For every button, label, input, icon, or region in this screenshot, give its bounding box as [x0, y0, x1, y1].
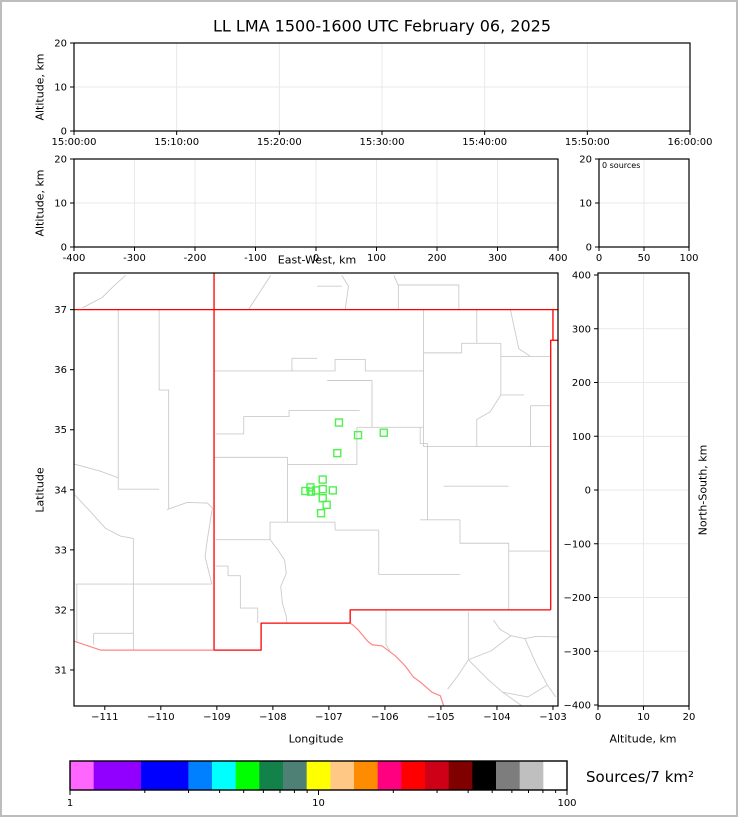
svg-text:32: 32 — [54, 605, 67, 616]
svg-text:10: 10 — [579, 199, 592, 210]
svg-text:36: 36 — [54, 365, 67, 376]
ns-height-xlabel: Altitude, km — [609, 732, 677, 746]
svg-text:−107: −107 — [315, 712, 342, 723]
svg-text:31: 31 — [54, 665, 67, 676]
svg-text:0: 0 — [596, 253, 602, 264]
svg-text:−300: −300 — [564, 647, 591, 658]
panel-alt-histogram: 0 50 100 0 10 20 — [579, 155, 698, 265]
map-county-lines — [74, 275, 558, 706]
svg-text:100: 100 — [557, 798, 576, 809]
svg-text:15:50:00: 15:50:00 — [565, 137, 610, 148]
svg-text:15:20:00: 15:20:00 — [257, 137, 302, 148]
svg-text:400: 400 — [572, 271, 591, 282]
svg-text:100: 100 — [367, 253, 386, 264]
svg-text:20: 20 — [54, 39, 67, 50]
svg-text:15:10:00: 15:10:00 — [154, 137, 199, 148]
ew-height-xlabel: East-West, km — [277, 253, 357, 267]
svg-text:-300: -300 — [123, 253, 146, 264]
svg-text:-200: -200 — [184, 253, 207, 264]
svg-text:0: 0 — [61, 127, 67, 138]
svg-text:33: 33 — [54, 545, 67, 556]
svg-text:0: 0 — [61, 243, 67, 254]
svg-text:16:00:00: 16:00:00 — [668, 137, 713, 148]
colorbar-label: Sources/7 km² — [586, 768, 695, 786]
ns-height-ylabel: North-South, km — [696, 444, 710, 536]
svg-text:15:30:00: 15:30:00 — [360, 137, 405, 148]
svg-text:20: 20 — [579, 155, 592, 166]
svg-text:−200: −200 — [564, 593, 591, 604]
ew-height-ylabel: Altitude, km — [33, 169, 47, 237]
svg-text:15:40:00: 15:40:00 — [462, 137, 507, 148]
lma-station-markers — [301, 418, 388, 518]
svg-text:10: 10 — [312, 798, 325, 809]
svg-text:400: 400 — [548, 253, 567, 264]
svg-text:15:00:00: 15:00:00 — [52, 137, 97, 148]
svg-text:−110: −110 — [147, 712, 174, 723]
svg-text:10: 10 — [54, 83, 67, 94]
svg-text:−109: −109 — [203, 712, 230, 723]
svg-text:20: 20 — [54, 155, 67, 166]
time-height-ylabel: Altitude, km — [33, 53, 47, 121]
svg-text:34: 34 — [54, 485, 67, 496]
svg-text:−104: −104 — [483, 712, 510, 723]
svg-text:-100: -100 — [244, 253, 267, 264]
svg-text:200: 200 — [572, 378, 591, 389]
svg-text:−111: −111 — [91, 712, 118, 723]
svg-text:0: 0 — [586, 243, 592, 254]
svg-text:0: 0 — [313, 253, 319, 264]
svg-text:100: 100 — [679, 253, 698, 264]
svg-text:300: 300 — [572, 324, 591, 335]
svg-text:−100: −100 — [564, 539, 591, 550]
svg-text:−108: −108 — [259, 712, 286, 723]
source-count-annotation: 0 sources — [602, 161, 641, 170]
svg-text:−103: −103 — [539, 712, 566, 723]
svg-text:-400: -400 — [63, 253, 86, 264]
svg-text:35: 35 — [54, 425, 67, 436]
svg-text:10: 10 — [637, 712, 650, 723]
svg-text:0: 0 — [595, 712, 601, 723]
svg-text:1: 1 — [67, 798, 73, 809]
svg-text:50: 50 — [638, 253, 651, 264]
colorbar: 1 10 100 — [67, 760, 577, 809]
figure-title: LL LMA 1500-1600 UTC February 06, 2025 — [213, 16, 551, 36]
svg-text:20: 20 — [683, 712, 696, 723]
svg-text:37: 37 — [54, 305, 67, 316]
svg-text:−106: −106 — [371, 712, 398, 723]
map-ylabel: Latitude — [33, 467, 47, 513]
panel-ns-height: 0 10 20 −400 −300 −200 −100 0 100 200 300 400 — [564, 271, 696, 724]
svg-text:10: 10 — [54, 199, 67, 210]
svg-text:200: 200 — [427, 253, 446, 264]
panel-time-height: 15:00:00 15:10:00 15:20:00 15:30:00 15:40:00… — [52, 39, 713, 149]
svg-text:−105: −105 — [427, 712, 454, 723]
map-xlabel: Longitude — [288, 732, 344, 746]
svg-text:−400: −400 — [564, 701, 591, 712]
svg-text:100: 100 — [572, 432, 591, 443]
panel-map: −111 −110 −109 −108 −107 −106 −105 −104 −103 31 32… — [54, 272, 567, 723]
svg-text:0: 0 — [585, 486, 591, 497]
svg-text:300: 300 — [488, 253, 507, 264]
panel-ew-height: -400 -300 -200 -100 0 100 200 300 400 0 10 20 — [54, 155, 567, 265]
